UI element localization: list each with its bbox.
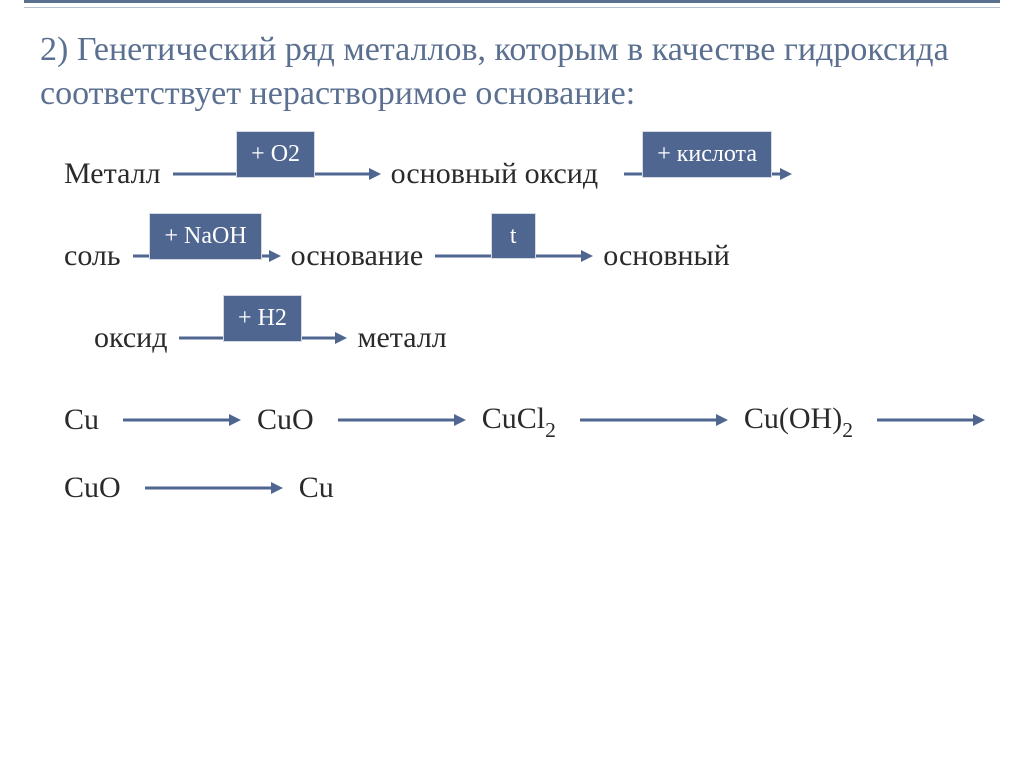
term-salt: соль (64, 232, 121, 280)
term-metal2: металл (357, 314, 446, 362)
arrow-4: t (433, 247, 593, 265)
slide-content: 2) Генетический ряд металлов, которым в … (0, 0, 1024, 512)
arrow-2: + кислота (622, 165, 792, 183)
arrow-icon (121, 411, 241, 429)
arrow-3: + NaOH (131, 247, 281, 265)
arrow-1: + O2 (171, 165, 381, 183)
example-row-2: CuO Cu (64, 464, 984, 512)
arrow-icon (578, 411, 728, 429)
slide-title: 2) Генетический ряд металлов, которым в … (40, 28, 984, 115)
label-naoh: + NaOH (149, 213, 261, 260)
arrow-icon (143, 479, 283, 497)
example-row-1: Cu CuO CuCl2 Cu(OH)2 (64, 395, 984, 446)
arrow-icon (336, 411, 466, 429)
formula-cu2: Cu (299, 464, 334, 512)
formula-cucl2: CuCl2 (482, 395, 556, 446)
term-basic2: основный (603, 232, 730, 280)
formula-cu: Cu (64, 396, 99, 444)
term-metal: Металл (64, 150, 161, 198)
term-oxide: оксид (94, 314, 167, 362)
scheme-line-1: Металл + O2 основный оксид + кислота (64, 143, 984, 205)
label-h2: + H2 (223, 295, 302, 342)
term-basic-oxide: основный оксид (391, 150, 599, 198)
label-o2: + O2 (236, 131, 315, 178)
formula-cuoh2: Cu(OH)2 (744, 395, 853, 446)
scheme-block: Металл + O2 основный оксид + кислота сол… (40, 143, 984, 512)
formula-cuo: CuO (257, 396, 314, 444)
slide-top-border (24, 0, 1000, 8)
label-acid: + кислота (642, 131, 772, 178)
label-t: t (491, 213, 536, 259)
arrow-5: + H2 (177, 329, 347, 347)
formula-cuo2: CuO (64, 464, 121, 512)
scheme-line-3: оксид + H2 металл (64, 307, 984, 369)
term-base: основание (291, 232, 424, 280)
arrow-icon (875, 411, 985, 429)
scheme-line-2: соль + NaOH основание t основный (64, 225, 984, 287)
